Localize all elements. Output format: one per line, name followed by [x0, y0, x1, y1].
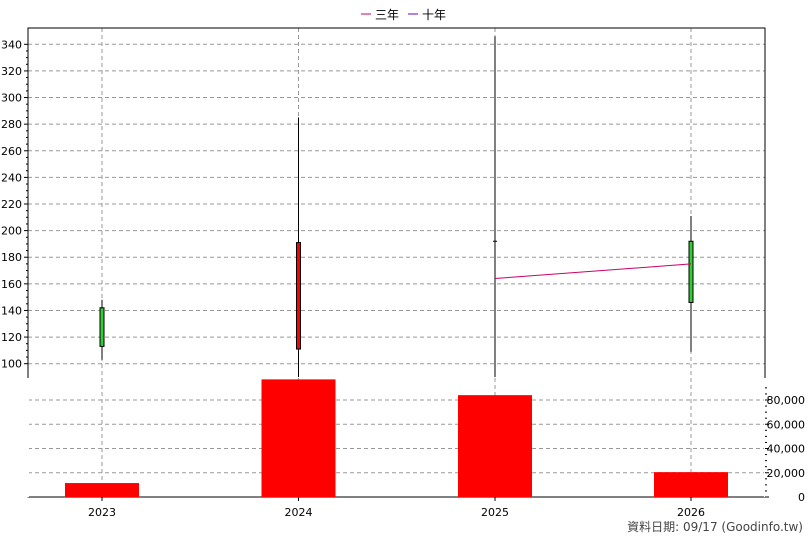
price-tick-label: 240	[1, 171, 22, 184]
volume-bar-2026	[654, 472, 728, 497]
price-tick-label: 160	[1, 278, 22, 291]
price-tick-label: 300	[1, 92, 22, 105]
price-tick-label: 120	[1, 331, 22, 344]
price-tick-label: 200	[1, 225, 22, 238]
volume-tick-label: 60,000	[767, 418, 806, 431]
candle-body-2024	[296, 242, 301, 350]
price-tick-label: 140	[1, 304, 22, 317]
candle-body-2023	[99, 307, 105, 347]
candle-body-2026	[688, 240, 694, 303]
plot-frame	[27, 27, 766, 498]
volume-tick-label: 80,000	[767, 394, 806, 407]
x-tick-label: 2026	[677, 506, 705, 519]
volume-bar-2023	[65, 483, 139, 497]
data-date-footer: 資料日期: 09/17 (Goodinfo.tw)	[627, 520, 803, 534]
price-tick-label: 100	[1, 358, 22, 371]
volume-bar-2024	[261, 379, 336, 497]
volume-tick-label: 20,000	[767, 467, 806, 480]
moving-average-line	[494, 263, 692, 280]
price-tick-label: 340	[1, 38, 22, 51]
price-tick-label: 220	[1, 198, 22, 211]
price-tick-label: 260	[1, 145, 22, 158]
price-tick-label: 320	[1, 65, 22, 78]
legend-label-1: 十年	[422, 8, 446, 22]
price-tick-label: 180	[1, 251, 22, 264]
x-tick-label: 2023	[88, 506, 116, 519]
volume-bar-2025	[458, 395, 532, 497]
x-tick-label: 2025	[481, 506, 509, 519]
price-tick-label: 280	[1, 118, 22, 131]
volume-tick-label: 0	[798, 491, 805, 504]
legend-label-0: 三年	[375, 8, 399, 22]
volume-tick-label: 40,000	[767, 443, 806, 456]
x-tick-label: 2024	[285, 506, 313, 519]
